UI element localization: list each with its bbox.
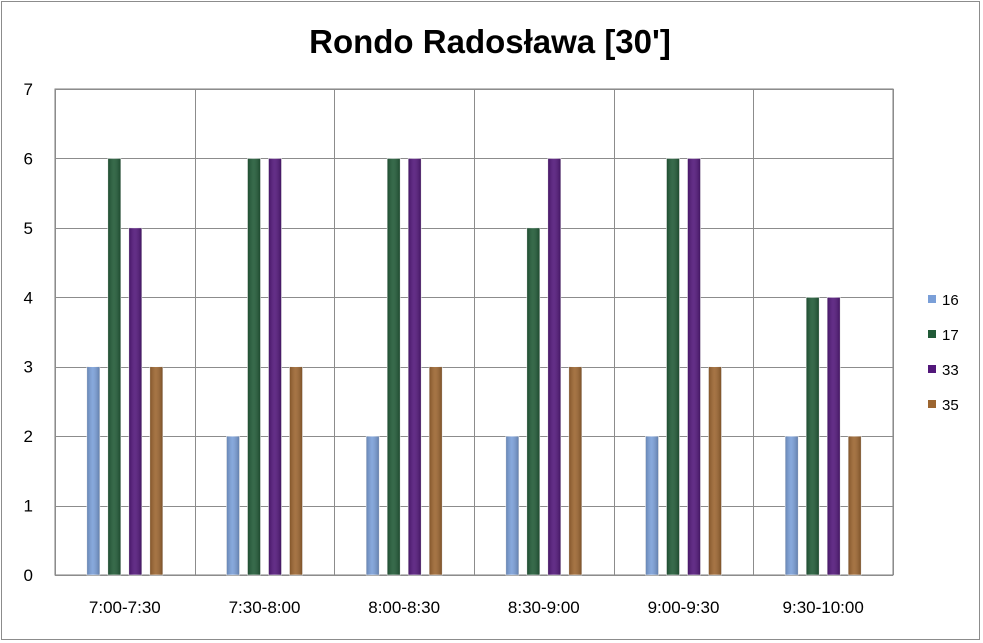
x-tick-label: 7:30-8:00: [229, 598, 301, 617]
y-tick-label: 4: [24, 288, 33, 307]
bar-shading: [247, 158, 261, 575]
bar-shading: [387, 158, 401, 575]
bar-shading: [645, 436, 659, 575]
chart-title: Rondo Radosława [30']: [309, 23, 671, 60]
bar-shading: [806, 297, 820, 575]
legend-label-35: 35: [942, 397, 959, 414]
legend-swatch-35: [928, 400, 936, 408]
y-tick-label: 5: [24, 219, 33, 238]
bar-shading: [505, 436, 519, 575]
bar-shading: [128, 227, 142, 575]
legend: 16 17 33 35: [928, 292, 959, 414]
bar-shading: [86, 366, 100, 575]
y-tick-label: 2: [24, 427, 33, 446]
bar-shading: [547, 158, 561, 575]
bar-shading: [429, 366, 443, 575]
bar-shading: [408, 158, 422, 575]
bar-shading: [366, 436, 380, 575]
y-tick-label: 7: [24, 80, 33, 99]
y-tick-label: 3: [24, 358, 33, 377]
bar-shading: [149, 366, 163, 575]
bar-shading: [708, 366, 722, 575]
legend-label-33: 33: [942, 362, 959, 379]
x-tick-label: 8:00-8:30: [368, 598, 440, 617]
bar-shading: [827, 297, 841, 575]
bar-shading: [568, 366, 582, 575]
bar-shading: [268, 158, 282, 575]
plot-area: 0 1 2 3 4 5 6 7 7:00-7:30 7:30-8:00 8:00-8:30 8:30-…: [24, 80, 894, 617]
y-tick-label: 6: [24, 149, 33, 168]
legend-swatch-33: [928, 365, 936, 373]
bar-shading: [526, 227, 540, 575]
x-tick-label: 9:30-10:00: [783, 598, 864, 617]
legend-label-17: 17: [942, 327, 959, 344]
bar-shading: [785, 436, 799, 575]
x-tick-label: 7:00-7:30: [89, 598, 161, 617]
bar-shading: [289, 366, 303, 575]
x-tick-label: 9:00-9:30: [648, 598, 720, 617]
bar-shading: [687, 158, 701, 575]
bar-shading: [848, 436, 862, 575]
legend-swatch-16: [928, 295, 936, 303]
bar-shading: [666, 158, 680, 575]
bar-shading: [107, 158, 121, 575]
x-tick-label: 8:30-9:00: [508, 598, 580, 617]
legend-swatch-17: [928, 330, 936, 338]
bar-shading: [226, 436, 240, 575]
legend-label-16: 16: [942, 292, 959, 309]
y-tick-label: 1: [24, 497, 33, 516]
y-tick-label: 0: [24, 566, 33, 585]
